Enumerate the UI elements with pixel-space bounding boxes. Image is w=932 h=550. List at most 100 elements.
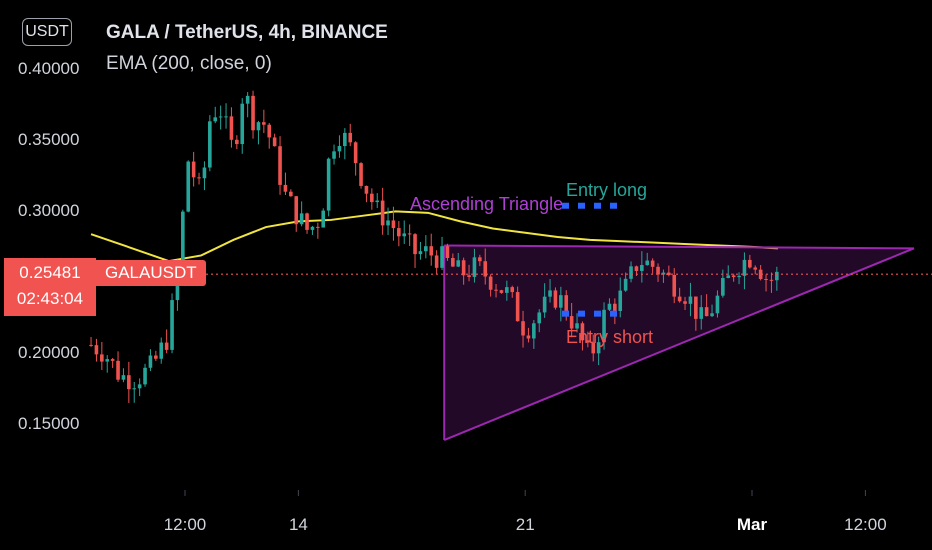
candle-body	[224, 116, 228, 118]
candle-body	[164, 342, 169, 350]
entry-long-marker	[562, 202, 569, 209]
candle-body	[445, 246, 450, 259]
candle-body	[580, 323, 585, 341]
y-tick-label: 0.20000	[18, 343, 79, 362]
indicator-label[interactable]: EMA (200, close, 0)	[106, 53, 272, 74]
x-tick-label: Mar	[737, 515, 768, 534]
candle-body	[137, 384, 142, 389]
candle-body	[661, 272, 666, 275]
candle-body	[170, 300, 174, 350]
candle-body	[559, 295, 563, 308]
candle-body	[596, 342, 601, 354]
entry-short-marker	[610, 310, 617, 317]
candle-body	[272, 137, 277, 147]
candle-body	[245, 95, 250, 104]
candle-body	[386, 220, 390, 226]
candle-body	[683, 301, 687, 304]
currency-badge[interactable]: USDT	[22, 18, 72, 46]
candle-body	[240, 103, 245, 145]
candle-body	[229, 116, 234, 140]
y-tick-label: 0.35000	[18, 130, 79, 149]
candle-body	[321, 210, 326, 228]
candle-body	[629, 266, 633, 279]
candle-body	[569, 316, 574, 329]
ascending-triangle-drawing[interactable]	[443, 244, 915, 441]
candle-body	[694, 296, 698, 319]
candle-body	[710, 313, 714, 317]
candle-body	[121, 375, 126, 380]
candle-body	[731, 275, 736, 278]
candle-body	[262, 122, 266, 125]
candle-body	[391, 220, 396, 229]
entry-short-marker	[594, 310, 601, 317]
candle-body	[591, 342, 596, 354]
candle-body	[575, 323, 579, 329]
candle-body	[532, 323, 536, 339]
candle-body	[197, 177, 201, 179]
candle-body	[451, 258, 455, 267]
bar-countdown: 02:43:04	[16, 289, 84, 308]
entry-long-label[interactable]: Entry long	[566, 180, 648, 200]
candle-body	[753, 267, 758, 270]
entry-long-marker	[610, 202, 617, 209]
candle-body	[656, 266, 660, 275]
candle-body	[505, 287, 509, 293]
candle-body	[440, 246, 444, 268]
candle-body	[521, 321, 525, 336]
entry-long-marker	[578, 202, 585, 209]
current-price-value: 0.25481	[19, 263, 81, 282]
candle-body	[159, 342, 164, 359]
x-tick-label: 14	[289, 515, 308, 534]
candles-layer	[89, 90, 779, 403]
candle-body	[667, 272, 671, 275]
candle-body	[116, 360, 120, 380]
candle-body	[337, 146, 342, 152]
candle-body	[213, 117, 218, 122]
candle-body	[148, 355, 153, 368]
triangle-label[interactable]: Ascending Triangle	[410, 194, 564, 214]
entry-short-label[interactable]: Entry short	[566, 327, 654, 347]
candle-body	[256, 122, 261, 131]
candle-body	[645, 260, 650, 266]
candle-body	[127, 375, 131, 390]
candle-body	[640, 265, 644, 271]
candle-body	[181, 211, 185, 266]
candle-body	[310, 226, 315, 230]
candle-body	[283, 184, 288, 192]
candle-body	[564, 295, 569, 317]
candle-body	[343, 132, 347, 147]
candle-body	[375, 200, 380, 203]
candle-body	[191, 161, 196, 178]
candle-body	[602, 309, 606, 343]
candle-body	[105, 359, 110, 362]
candle-body	[326, 158, 331, 211]
candle-body	[359, 163, 363, 186]
candle-body	[526, 335, 531, 339]
candle-body	[650, 260, 655, 267]
candle-body	[456, 260, 461, 267]
entry-markers	[562, 202, 617, 317]
symbol-title[interactable]: GALA / TetherUS, 4h, BINANCE	[106, 22, 388, 43]
candle-body	[461, 260, 466, 276]
y-tick-label: 0.40000	[18, 59, 79, 78]
ema-layer	[90, 210, 778, 263]
candle-body	[586, 340, 590, 343]
candle-body	[94, 345, 99, 355]
candle-body	[332, 151, 336, 159]
candle-body	[418, 251, 423, 255]
triangle-bottom-line	[443, 247, 915, 441]
candle-body	[299, 213, 304, 225]
candle-body	[267, 124, 272, 138]
candle-body	[305, 213, 309, 230]
candle-body	[699, 307, 704, 319]
candle-body	[348, 132, 353, 143]
candle-body	[397, 228, 401, 237]
candle-body	[494, 289, 498, 291]
candle-body	[143, 367, 147, 385]
candle-body	[769, 279, 774, 281]
x-tick-label: 12:00	[164, 515, 207, 534]
candle-body	[764, 278, 768, 280]
y-axis[interactable]: 0.400000.350000.300000.250000.200000.150…	[18, 59, 79, 433]
